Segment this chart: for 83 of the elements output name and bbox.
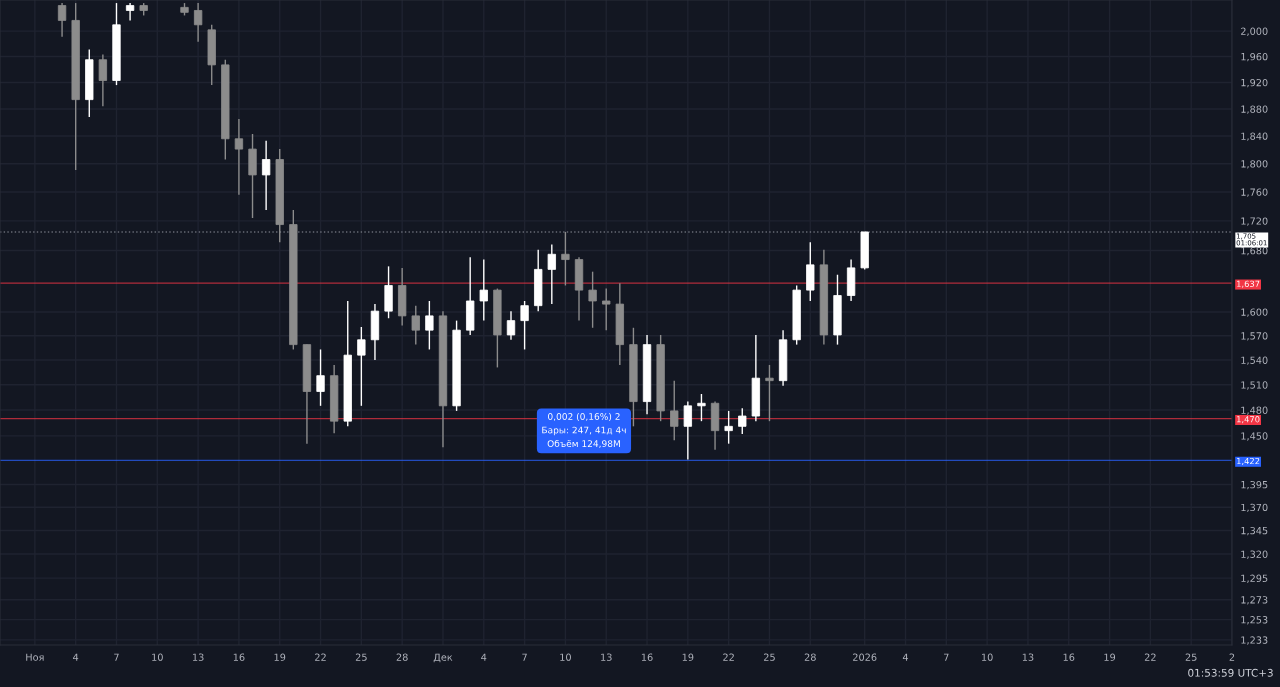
x-tick-label: 16 — [233, 653, 245, 661]
x-tick-label: Дек — [433, 653, 453, 663]
y-tick-label: 1,720 — [1241, 217, 1268, 226]
candlestick — [425, 300, 434, 351]
candlestick — [479, 258, 488, 322]
ref-line-label: 1,637 — [1237, 280, 1260, 288]
annotation: Объём 124,98M — [547, 439, 620, 448]
annotation: 0,002 (0,16%) 2 — [548, 412, 620, 421]
x-tick-label: 13 — [601, 653, 612, 661]
x-tick-label: 28 — [396, 653, 408, 661]
y-tick-label: 1,540 — [1241, 356, 1268, 365]
candlestick — [357, 326, 366, 407]
x-tick-label: 7 — [114, 653, 119, 661]
y-tick-label: 1,450 — [1241, 432, 1268, 441]
x-tick-label: 25 — [355, 653, 367, 661]
y-tick-label: 1,880 — [1241, 105, 1268, 114]
x-tick-label: 13 — [192, 653, 204, 661]
x-tick-label: 19 — [274, 653, 286, 661]
y-tick-label: 1,370 — [1241, 503, 1268, 513]
candlestick — [193, 2, 203, 43]
x-tick-label: 22 — [1144, 653, 1156, 661]
y-tick-label: 1,760 — [1241, 188, 1268, 197]
x-tick-label: 16 — [641, 653, 653, 661]
candlestick — [520, 300, 529, 351]
ref-line-label: 1,422 — [1237, 457, 1260, 466]
x-tick-label: 19 — [1104, 653, 1116, 661]
y-tick-label: 1,395 — [1241, 480, 1268, 490]
x-tick-label: 10 — [982, 653, 993, 661]
candlestick — [98, 53, 108, 107]
x-tick-label: 2 — [1229, 653, 1235, 661]
x-tick-label: Ноя — [26, 653, 44, 661]
y-tick-label: 1,570 — [1241, 332, 1268, 341]
y-tick-label: 1,253 — [1241, 616, 1268, 625]
x-tick-label: 10 — [560, 653, 571, 661]
x-tick-label: 4 — [73, 653, 79, 661]
ref-line-label: 1,470 — [1237, 416, 1260, 424]
candlestick — [588, 270, 597, 329]
x-tick-label: 22 — [315, 653, 326, 661]
candlestick — [506, 310, 516, 341]
x-tick-label: 13 — [1022, 653, 1034, 661]
candlestick — [765, 364, 774, 422]
text: 01:53:59 UTC+3 — [1188, 668, 1273, 677]
candlestick — [697, 393, 706, 422]
y-tick-label: 1,680 — [1241, 247, 1268, 256]
candlestick — [683, 400, 693, 461]
candlestick — [602, 287, 611, 331]
candlestick — [547, 243, 556, 305]
x-tick-label: 25 — [764, 653, 775, 661]
y-tick-label: 1,920 — [1241, 78, 1268, 88]
x-tick-label: 19 — [682, 653, 694, 661]
candlestick — [670, 379, 679, 441]
x-tick-label: 7 — [944, 653, 949, 661]
y-tick-label: 1,480 — [1241, 406, 1268, 415]
x-tick-label: 7 — [522, 653, 527, 661]
x-tick-label: 2026 — [853, 653, 877, 661]
x-tick-label: 16 — [1063, 653, 1075, 661]
candlestick — [125, 2, 135, 22]
y-tick-label: 1,273 — [1241, 596, 1268, 605]
y-tick-label: 1,345 — [1241, 526, 1268, 536]
y-tick-label: 1,800 — [1241, 160, 1268, 169]
candlestick — [738, 407, 747, 435]
x-tick-label: 25 — [1185, 653, 1197, 661]
candlestick — [316, 348, 325, 407]
candlestick — [724, 410, 733, 445]
x-tick-label: 4 — [481, 653, 487, 661]
annotation: Бары: 247, 41д 4ч — [542, 426, 626, 436]
y-tick-label: 1,233 — [1241, 636, 1268, 645]
y-tick-label: 1,295 — [1241, 574, 1268, 583]
y-tick-label: 1,960 — [1241, 52, 1268, 62]
x-tick-label: 10 — [152, 653, 163, 661]
candlestick — [261, 140, 271, 211]
y-tick-label: 2,000 — [1241, 27, 1268, 36]
candlestick — [57, 2, 67, 38]
x-tick-label: 4 — [902, 653, 909, 661]
candlestick — [234, 118, 244, 196]
candlestick — [411, 304, 420, 346]
x-tick-label: 22 — [723, 653, 734, 661]
y-tick-label: 1,600 — [1241, 308, 1268, 317]
y-tick-label: 1,510 — [1241, 381, 1268, 390]
y-tick-label: 1,320 — [1241, 550, 1268, 559]
x-tick-label: 28 — [804, 653, 816, 661]
y-tick-label: 1,840 — [1241, 132, 1268, 141]
candlestick — [561, 231, 570, 287]
